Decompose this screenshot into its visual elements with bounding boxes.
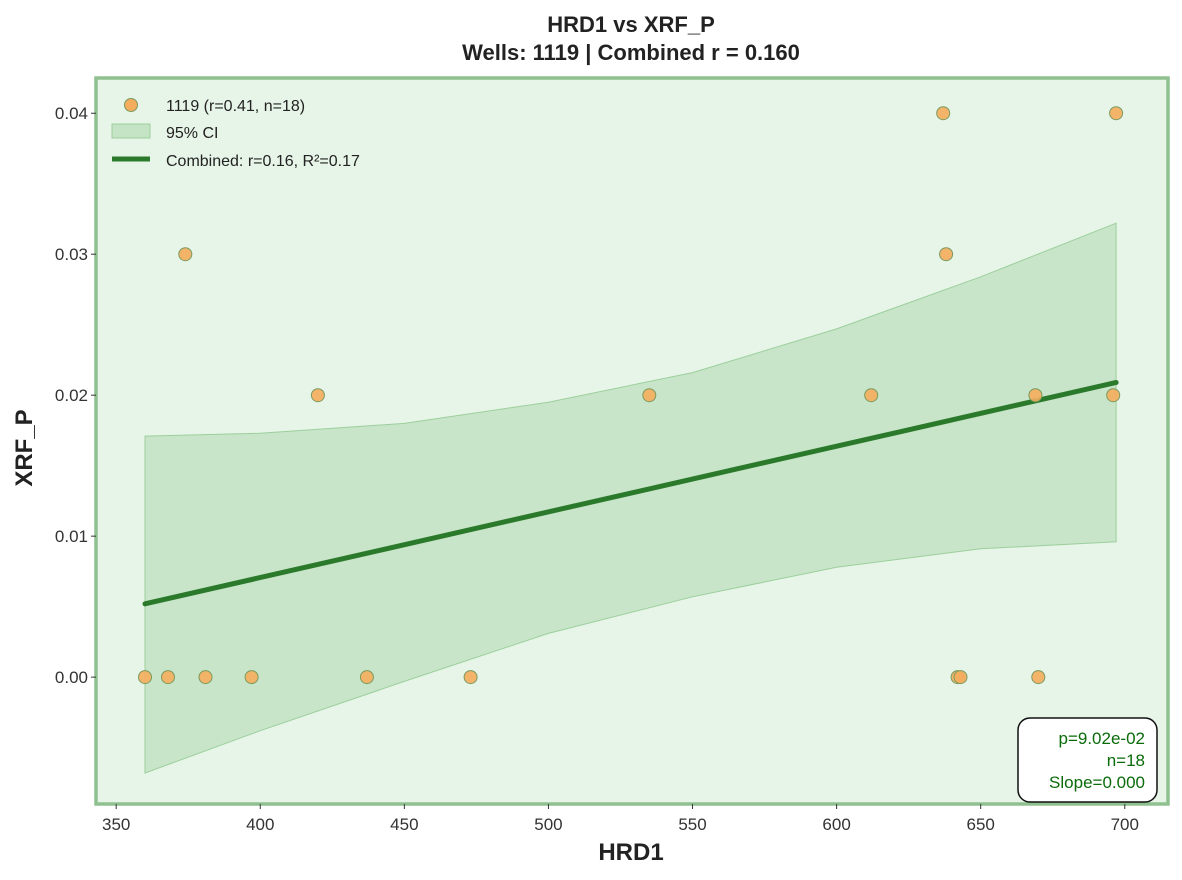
stats-box: p=9.02e-02 n=18 Slope=0.000 [1017, 717, 1158, 803]
chart-subtitle: Wells: 1119 | Combined r = 0.160 [462, 40, 800, 65]
data-point [939, 247, 954, 262]
points-layer [138, 106, 1124, 685]
fit-line-layer [142, 379, 1119, 607]
legend: 1119 (r=0.41, n=18) 95% CI Combined: r=0… [111, 98, 360, 170]
y-axis-label: XRF_P [11, 409, 38, 486]
plot-frame [94, 76, 1170, 806]
x-tick-label: 550 [678, 815, 706, 834]
data-point [463, 670, 478, 685]
data-point [198, 670, 213, 685]
data-point [864, 388, 879, 403]
y-tick-label: 0.01 [55, 527, 88, 546]
data-point [953, 670, 968, 685]
data-point [244, 670, 259, 685]
data-point [936, 106, 951, 121]
legend-item-points: 1119 (r=0.41, n=18) [166, 98, 305, 115]
y-tick-label: 0.04 [55, 104, 88, 123]
x-tick-label: 700 [1111, 815, 1139, 834]
x-tick-label: 450 [390, 815, 418, 834]
data-point [1109, 106, 1124, 121]
data-point [1106, 388, 1121, 403]
x-axis-label: HRD1 [598, 839, 663, 866]
stats-n: n=18 [1107, 751, 1145, 770]
data-point [642, 388, 657, 403]
x-tick-label: 650 [967, 815, 995, 834]
legend-band-icon [111, 123, 151, 139]
plot-area [96, 78, 1168, 804]
data-point [138, 670, 152, 685]
legend-marker-icon [124, 98, 138, 112]
y-tick-label: 0.02 [55, 386, 88, 405]
fit-line [142, 379, 1119, 607]
x-tick-label: 400 [246, 815, 274, 834]
data-point [161, 670, 175, 685]
legend-item-ci: 95% CI [166, 125, 218, 142]
data-point [310, 388, 325, 403]
y-tick-label: 0.00 [55, 668, 88, 687]
ci-band-layer [144, 222, 1117, 774]
x-tick-label: 600 [822, 815, 850, 834]
stats-slope: Slope=0.000 [1049, 773, 1145, 792]
stats-box-frame [1017, 717, 1158, 803]
data-point [1028, 388, 1043, 403]
data-point [1031, 670, 1046, 685]
y-axis-ticks: 0.00 0.01 0.02 0.03 0.04 [55, 104, 96, 687]
stats-p-value: p=9.02e-02 [1059, 729, 1146, 748]
data-point [178, 247, 193, 262]
ci-band [144, 222, 1117, 774]
x-axis-ticks: 350 400 450 500 550 600 650 700 [102, 804, 1139, 834]
x-tick-label: 350 [102, 815, 130, 834]
data-point [359, 670, 374, 685]
y-tick-label: 0.03 [55, 245, 88, 264]
x-tick-label: 500 [534, 815, 562, 834]
chart-title: HRD1 vs XRF_P [547, 12, 715, 37]
legend-item-fit: Combined: r=0.16, R²=0.17 [166, 153, 360, 170]
